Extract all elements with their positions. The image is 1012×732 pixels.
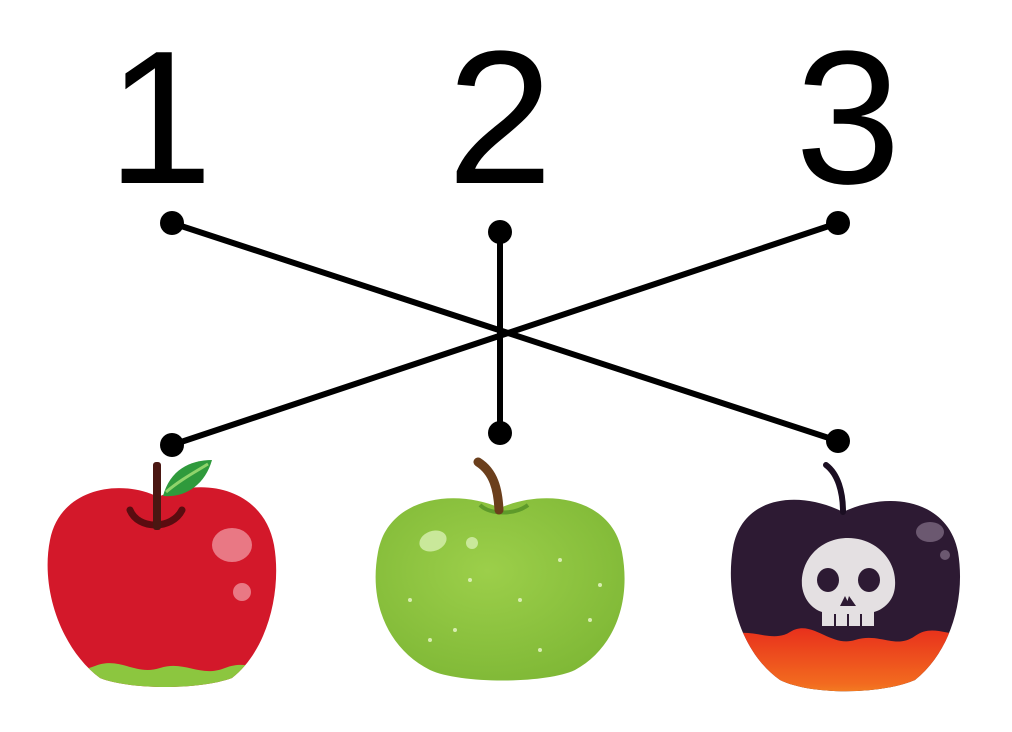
endpoint-dots (160, 211, 850, 457)
connector-3-to-apple-1 (169, 220, 841, 448)
dot-top-3[interactable] (826, 211, 850, 235)
number-label-2: 2 (447, 12, 553, 224)
red-apple-icon (47, 460, 277, 687)
number-label-1: 1 (107, 12, 213, 224)
dot-top-2[interactable] (488, 220, 512, 244)
dot-top-1[interactable] (160, 211, 184, 235)
green-apple-icon (375, 457, 625, 681)
number-labels: 1 2 3 (107, 12, 901, 224)
dot-bottom-1[interactable] (160, 433, 184, 457)
poison-apple-skull-icon (730, 462, 961, 692)
connector-lines (169, 220, 841, 448)
dot-bottom-2[interactable] (488, 421, 512, 445)
dot-bottom-3[interactable] (826, 429, 850, 453)
number-label-3: 3 (795, 12, 901, 224)
